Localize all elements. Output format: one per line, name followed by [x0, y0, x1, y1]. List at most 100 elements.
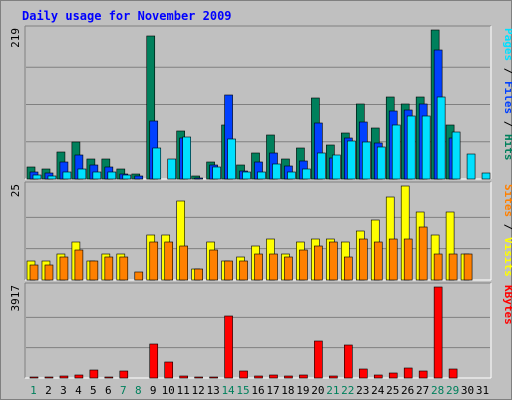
bar-kbytes-day-13: [209, 376, 218, 379]
bar-sites-day-13: [209, 249, 218, 281]
legend-entry: Sites: [502, 184, 512, 217]
x-tick-label: 15: [236, 384, 249, 397]
chart-title: Daily usage for November 2009: [22, 9, 232, 23]
x-tick-label: 29: [446, 384, 459, 397]
bar-kbytes-day-25: [388, 372, 398, 379]
legend-entry: /: [502, 61, 512, 81]
bar-sites-day-16: [254, 253, 263, 281]
series-pages: [32, 96, 491, 180]
x-tick-label: 24: [371, 384, 385, 397]
bar-sites-day-18: [284, 256, 293, 281]
bar-kbytes-day-17: [269, 374, 278, 379]
x-tick-label: 17: [266, 384, 279, 397]
bar-pages-day-7: [122, 174, 132, 180]
x-tick-label: 9: [150, 384, 157, 397]
bar-kbytes-day-20: [314, 340, 323, 379]
bar-sites-day-21: [329, 241, 338, 281]
bar-files-day-12: [194, 177, 203, 180]
legend-entry: /: [502, 114, 512, 134]
x-tick-label: 5: [90, 384, 97, 397]
bar-sites-day-20: [314, 245, 323, 281]
panel-bottom: 3917 KBytes: [9, 282, 512, 379]
bar-kbytes-day-12: [194, 376, 203, 379]
bar-kbytes-day-5: [89, 369, 99, 379]
bar-sites-day-28: [433, 253, 443, 281]
bar-sites-day-22: [344, 256, 353, 281]
bar-kbytes-day-28: [433, 286, 443, 379]
series-sites: [29, 226, 473, 281]
bar-kbytes-day-21: [329, 375, 338, 379]
x-tick-label: 14: [221, 384, 235, 397]
bar-sites-day-29: [448, 253, 458, 281]
legend-entry: Visits: [502, 237, 512, 277]
bar-pages-day-28: [436, 96, 446, 180]
x-tick-label: 10: [162, 384, 175, 397]
bar-sites-day-25: [388, 238, 398, 281]
bar-pages-day-25: [391, 124, 401, 180]
x-tick-label: 20: [311, 384, 324, 397]
bar-kbytes-day-7: [119, 370, 129, 379]
legend-entry: Hits: [502, 134, 512, 161]
legend-entry: Files: [502, 81, 512, 114]
bar-kbytes-day-19: [299, 374, 308, 379]
bar-sites-day-19: [299, 249, 308, 281]
bar-kbytes-day-15: [239, 370, 248, 379]
x-tick-label: 11: [177, 384, 190, 397]
x-tick-label: 12: [192, 384, 205, 397]
bar-sites-day-24: [373, 241, 383, 281]
bar-pages-day-9: [152, 147, 162, 180]
legend-entry: Pages: [502, 28, 512, 61]
x-tick-label: 25: [386, 384, 399, 397]
bar-sites-day-10: [164, 241, 174, 281]
x-tick-label: 3: [60, 384, 67, 397]
x-tick-label: 31: [476, 384, 489, 397]
x-tick-label: 18: [281, 384, 294, 397]
panel-background: [25, 283, 491, 378]
bar-pages-day-16: [257, 171, 266, 180]
bar-kbytes-day-3: [59, 375, 69, 379]
bar-sites-day-6: [104, 256, 114, 281]
bar-pages-day-30: [466, 153, 476, 180]
bar-kbytes-day-4: [74, 374, 84, 379]
bar-sites-day-27: [418, 226, 428, 281]
legend-entry: KBytes: [502, 285, 512, 325]
bar-pages-day-5: [92, 171, 102, 180]
bar-sites-day-14: [224, 260, 233, 281]
bar-kbytes-day-2: [44, 376, 54, 379]
panel-max-label: 219: [9, 28, 22, 48]
x-tick-label: 1: [30, 384, 37, 397]
bar-kbytes-day-23: [358, 368, 368, 379]
bar-pages-day-27: [421, 115, 431, 180]
panel-max-label: 3917: [9, 285, 22, 312]
bar-sites-day-9: [149, 241, 159, 281]
panel-top: 219 Pages / Files / Hits: [9, 25, 512, 180]
bar-sites-day-8: [134, 271, 144, 281]
panel-legend: KBytes: [502, 285, 512, 325]
bar-sites-day-5: [89, 260, 99, 281]
bar-kbytes-day-6: [104, 376, 114, 379]
bar-files-day-8: [134, 175, 144, 180]
bar-sites-day-12: [194, 268, 203, 281]
bar-pages-day-20: [317, 152, 326, 180]
bar-kbytes-day-10: [164, 361, 174, 379]
bar-sites-day-4: [74, 249, 84, 281]
x-tick-label: 8: [135, 384, 142, 397]
x-tick-label: 27: [416, 384, 429, 397]
x-axis-day-labels: 1 2 3 4 5 6 7 8 9 10 11 12 13 14 15 16 17 18 19 20 21 22 23 24 2…: [30, 384, 489, 397]
x-tick-label: 19: [296, 384, 309, 397]
bar-pages-day-2: [47, 175, 57, 180]
panel-max-label: 25: [9, 184, 22, 197]
bar-sites-day-7: [119, 256, 129, 281]
bar-sites-day-2: [44, 264, 54, 281]
panel-legend: Pages / Files / Hits: [502, 28, 512, 161]
x-tick-label: 23: [356, 384, 369, 397]
bar-sites-day-17: [269, 253, 278, 281]
x-tick-label: 4: [75, 384, 82, 397]
bar-pages-day-10: [167, 158, 177, 180]
bar-pages-day-23: [361, 141, 371, 180]
legend-entry: /: [502, 217, 512, 237]
bar-kbytes-day-29: [448, 368, 458, 379]
bar-pages-day-14: [227, 138, 236, 180]
bar-pages-day-11: [182, 136, 191, 180]
